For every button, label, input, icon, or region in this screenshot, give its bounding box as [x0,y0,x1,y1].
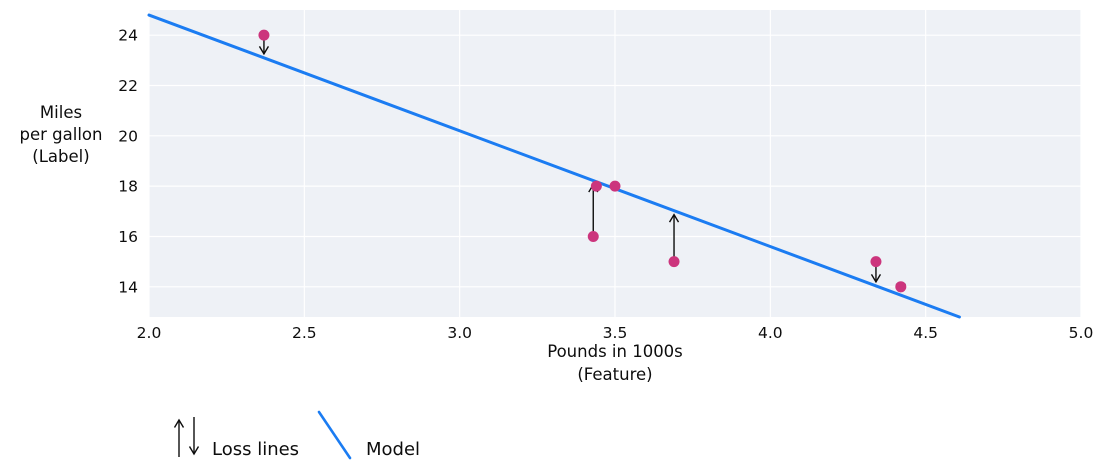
plot-layer: 2.0 2.5 3.0 3.5 4.0 4.5 5.0 14 16 18 20 22 24 [118,10,1093,342]
legend-model-label: Model [366,439,420,460]
x-tick-label: 3.0 [447,324,472,342]
x-tick-label: 2.5 [292,324,317,342]
y-axis-label-line2: per gallon [20,125,103,144]
y-tick-label: 24 [118,27,138,45]
y-tick-label: 16 [118,228,138,246]
y-axis-label-line1: Miles [40,103,82,122]
x-tick-label: 3.5 [603,324,628,342]
x-tick-label: 4.5 [913,324,938,342]
legend-loss-label: Loss lines [212,439,299,460]
x-axis-label-line2: (Feature) [577,365,652,384]
data-point [258,29,270,41]
x-tick-label: 5.0 [1069,324,1094,342]
x-axis-label-line1: Pounds in 1000s [547,342,683,361]
data-point [587,230,599,242]
data-point [609,180,621,192]
y-axis-label: Miles per gallon (Label) [20,103,103,166]
data-point [590,180,602,192]
y-tick-label: 18 [118,178,138,196]
y-axis-label-line3: (Label) [32,147,89,166]
y-tick-label: 22 [118,77,138,95]
y-tick-label: 20 [118,127,138,145]
model-line-icon [317,410,352,460]
model-line [147,13,961,319]
y-tick-label: 14 [118,278,138,296]
x-tick-label: 2.0 [137,324,162,342]
data-point [668,256,680,268]
x-tick-label: 4.0 [758,324,783,342]
x-axis-label: Pounds in 1000s (Feature) [547,342,683,384]
data-point [870,256,882,268]
legend: Loss lines Model [173,410,420,460]
data-point [895,281,907,293]
